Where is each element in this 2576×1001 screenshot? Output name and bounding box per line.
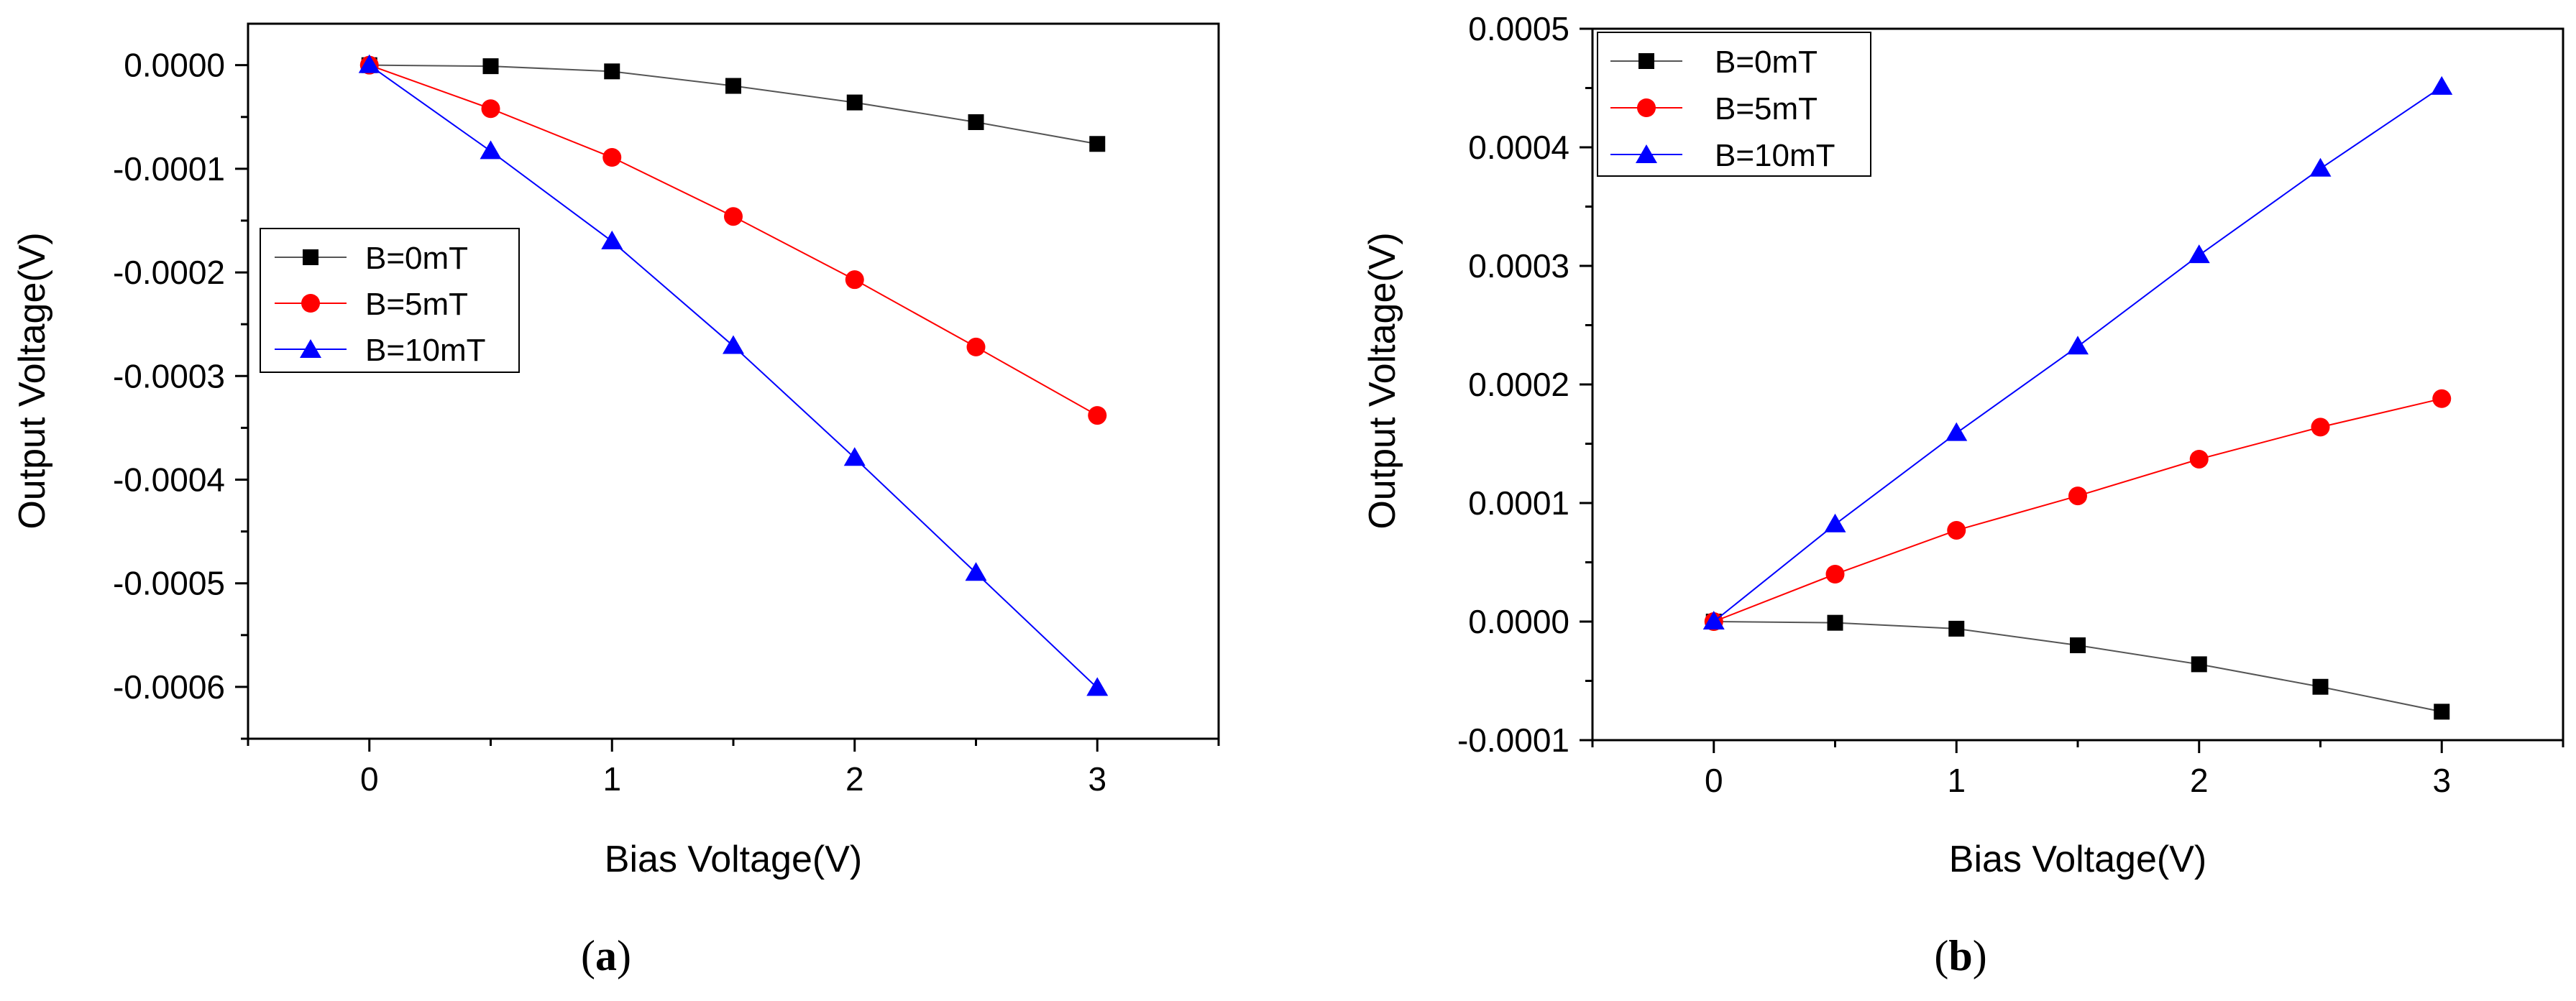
data-point-b5-a-6 (1088, 406, 1107, 425)
y-axis-label-b: Output Voltage(V) (1362, 232, 1403, 529)
chart-panel-a: 0 1 2 3 0.0000 -0.0001 -0.0002 -0.0003 -0.0004 -0… (12, 22, 1220, 979)
panel-caption-a-letter: a (595, 932, 617, 979)
data-point-b10-a-3 (723, 335, 744, 354)
data-point-b0-b-6 (2434, 704, 2450, 720)
data-point-b0-a-5 (968, 114, 984, 130)
panel-caption-b-letter: b (1948, 932, 1972, 979)
legend-label-b0-a: B=0mT (365, 241, 468, 276)
data-point-b5-b-4 (2189, 449, 2209, 469)
data-point-b0-b-3 (2070, 637, 2086, 653)
y-tick-label-b-6: 0.0005 (1468, 10, 1569, 47)
y-tick-label-b-3: 0.0002 (1468, 366, 1569, 403)
legend-label-b10-a: B=10mT (365, 333, 486, 368)
data-point-b5-b-2 (1947, 520, 1966, 540)
axis-ticks-b: 0 1 2 3 -0.0001 0.0000 0.0001 0.0002 0.0003 0.000… (1457, 10, 2564, 799)
data-point-b10-b-5 (2309, 157, 2332, 177)
y-tick-label-b-2: 0.0001 (1468, 484, 1569, 522)
data-point-b0-b-4 (2191, 656, 2207, 673)
legend-marker-b0-b (1638, 53, 1654, 69)
legend-a: B=0mT B=5mT B=10mT (260, 228, 520, 373)
legend-label-b0-b: B=0mT (1715, 45, 1818, 80)
panel-caption-a-close: ) (617, 932, 631, 979)
chart-panel-b: 0 1 2 3 -0.0001 0.0000 0.0001 0.0002 0.0003 0.000… (1362, 10, 2564, 979)
panel-caption-b-open: ( (1934, 932, 1948, 979)
data-point-b0-a-2 (604, 63, 620, 80)
data-point-b10-a-5 (965, 562, 987, 581)
data-point-b5-a-1 (481, 99, 500, 119)
y-tick-label-a-0: 0.0000 (124, 47, 225, 84)
y-tick-label-a-6: -0.0006 (113, 668, 225, 706)
data-point-b0-a-4 (846, 94, 863, 111)
legend-marker-b0-a (303, 249, 318, 265)
axis-ticks-a: 0 1 2 3 0.0000 -0.0001 -0.0002 -0.0003 -0.0004 -0… (113, 47, 1220, 798)
data-point-b5-a-3 (724, 207, 743, 226)
data-point-b5-b-6 (2432, 389, 2452, 408)
data-point-b10-b-1 (1824, 513, 1846, 532)
legend-marker-b10-b (1636, 144, 1657, 163)
panel-caption-b-close: ) (1973, 932, 1987, 979)
data-point-b10-a-6 (1086, 677, 1109, 696)
legend-marker-b5-a (301, 294, 320, 313)
data-point-b10-a-0 (358, 54, 380, 73)
data-point-b0-a-1 (482, 58, 499, 75)
x-tick-label-a-0: 0 (360, 760, 379, 798)
x-tick-label-b-3: 3 (2432, 762, 2451, 799)
data-point-b10-b-0 (1702, 611, 1725, 629)
panel-caption-b: (b) (1934, 932, 1986, 979)
data-point-b10-a-4 (843, 447, 866, 466)
series-line-b0-b (1713, 621, 2442, 713)
panel-caption-a-open: ( (581, 932, 595, 979)
x-tick-label-a-3: 3 (1088, 760, 1106, 798)
data-point-b0-a-3 (725, 78, 741, 94)
data-point-b10-b-3 (2067, 336, 2089, 355)
y-tick-label-a-4: -0.0004 (113, 461, 225, 498)
data-point-b10-a-2 (601, 230, 623, 249)
legend-label-b5-a: B=5mT (365, 287, 468, 322)
data-point-b10-b-4 (2188, 244, 2210, 264)
series-line-b10-a (369, 64, 1098, 689)
y-tick-label-b-4: 0.0003 (1468, 247, 1569, 285)
data-point-b10-b-2 (1945, 422, 1968, 441)
y-tick-label-a-3: -0.0003 (113, 357, 225, 395)
data-point-b0-b-2 (1948, 620, 1965, 637)
x-tick-label-a-1: 1 (602, 760, 621, 798)
series-line-b5-b (1713, 397, 2442, 622)
series-group-b (1702, 75, 2453, 720)
legend-label-b10-b: B=10mT (1715, 138, 1835, 173)
panel-caption-a: (a) (581, 932, 631, 979)
x-tick-label-b-1: 1 (1947, 762, 1966, 799)
x-tick-label-b-2: 2 (2190, 762, 2209, 799)
data-point-b0-b-1 (1827, 614, 1843, 631)
data-point-b0-a-6 (1089, 136, 1106, 152)
x-axis-label-a: Bias Voltage(V) (605, 839, 862, 880)
y-tick-label-b-5: 0.0004 (1468, 129, 1569, 166)
data-point-b5-b-1 (1825, 565, 1845, 583)
data-point-b10-a-1 (480, 140, 502, 160)
legend-marker-b5-b (1637, 98, 1656, 117)
series-group-a (358, 54, 1109, 696)
y-axis-label-a: Output Voltage(V) (12, 232, 53, 529)
data-point-b5-b-5 (2311, 418, 2330, 437)
y-tick-label-b-1: 0.0000 (1468, 603, 1569, 640)
legend-b: B=0mT B=5mT B=10mT (1597, 32, 1871, 177)
data-point-b0-b-5 (2312, 678, 2329, 695)
x-tick-label-b-0: 0 (1705, 762, 1723, 799)
y-tick-label-a-2: -0.0002 (113, 254, 225, 291)
plot-frame-a (247, 22, 1220, 740)
data-point-b5-b-3 (2068, 486, 2087, 506)
y-tick-label-a-1: -0.0001 (113, 150, 225, 188)
legend-marker-b10-a (300, 339, 321, 358)
data-point-b5-a-4 (845, 270, 864, 290)
x-tick-label-a-2: 2 (845, 760, 864, 798)
x-axis-label-b: Bias Voltage(V) (1949, 839, 2206, 880)
y-tick-label-a-5: -0.0005 (113, 565, 225, 602)
data-point-b5-a-5 (966, 337, 986, 356)
legend-label-b5-b: B=5mT (1715, 91, 1818, 126)
data-point-b10-b-6 (2431, 75, 2453, 95)
data-point-b5-a-2 (602, 148, 622, 167)
y-tick-label-b-0: -0.0001 (1457, 721, 1569, 759)
